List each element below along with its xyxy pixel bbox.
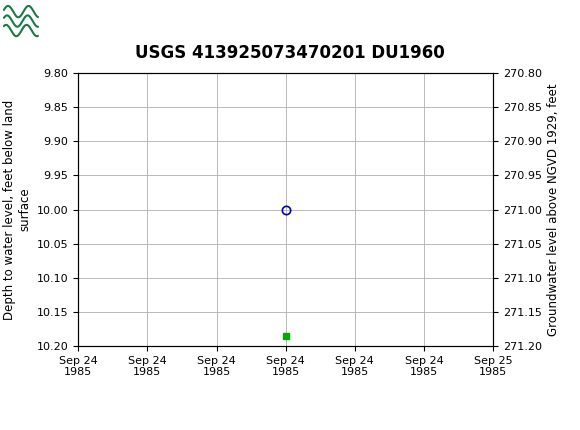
FancyBboxPatch shape [3, 2, 41, 40]
Text: USGS: USGS [49, 11, 118, 31]
Y-axis label: Groundwater level above NGVD 1929, feet: Groundwater level above NGVD 1929, feet [548, 83, 560, 336]
Text: USGS 413925073470201 DU1960: USGS 413925073470201 DU1960 [135, 44, 445, 62]
Y-axis label: Depth to water level, feet below land
surface: Depth to water level, feet below land su… [3, 99, 31, 320]
